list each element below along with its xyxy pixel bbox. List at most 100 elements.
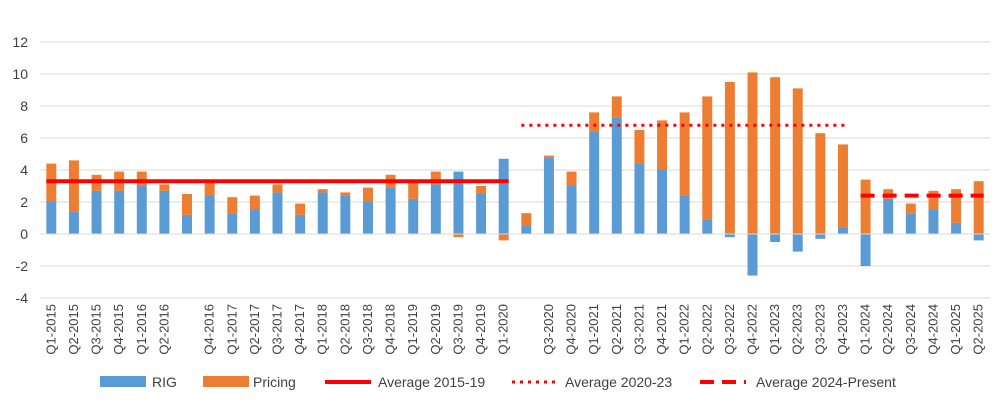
bar-rig-q3-2022: [724, 234, 735, 238]
x-tick-label: Q4-2018: [383, 304, 398, 355]
bar-rig-q2-2025: [973, 234, 984, 241]
x-tick-label: Q4-2015: [111, 304, 126, 355]
bar-rig-q4-2023: [838, 227, 848, 234]
bar-rig-q1-2016: [136, 186, 147, 234]
bar-pricing-q1-2019: [408, 182, 419, 199]
legend-label-rig: RIG: [152, 374, 177, 390]
y-tick-label: 4: [20, 162, 28, 178]
y-tick-label: 0: [20, 226, 28, 242]
bar-pricing-q3-2022: [724, 82, 735, 234]
x-tick-label: Q3-2015: [89, 304, 104, 355]
x-tick-label: Q3-2017: [270, 304, 285, 355]
x-tick-label: Q1-2021: [586, 304, 601, 355]
bar-rig-q1-2024: [860, 234, 871, 266]
bar-rig-q2-2015: [68, 211, 79, 234]
x-tick-label: Q4-2020: [564, 304, 579, 355]
y-tick-label: -4: [16, 290, 29, 306]
bar-pricing-q3-2016: [182, 194, 192, 215]
bar-rig-q1-2025: [951, 222, 962, 234]
x-tick-label: Q2-2019: [428, 304, 443, 355]
bar-rig-q3-2024: [905, 213, 916, 234]
bar-pricing-q2-2019: [430, 171, 441, 185]
y-tick-label: 6: [20, 130, 28, 146]
bar-rig-q2-2022: [702, 219, 713, 234]
x-tick-label: Q2-2015: [66, 304, 81, 355]
legend-label-average-2024-present: Average 2024-Present: [756, 374, 896, 390]
bar-pricing-q2-2015: [68, 160, 79, 212]
bar-pricing-q1-2025: [951, 189, 962, 223]
bar-rig-q1-2021: [589, 131, 600, 234]
bar-pricing-q2-2017: [249, 195, 260, 210]
x-tick-label: Q3-2022: [722, 304, 737, 355]
bar-rig-q3-2016: [182, 214, 192, 234]
legend-swatch-pricing: [203, 376, 249, 387]
bar-rig-q2-2016: [159, 190, 170, 234]
bar-rig-q2-2024: [883, 198, 894, 234]
bar-pricing-q2-2018: [340, 192, 351, 196]
bar-rig-q3-2017: [272, 192, 283, 234]
bar-rig-q4-2015: [114, 190, 125, 234]
bar-pricing-q2-2016: [159, 184, 170, 191]
legend-label-average-2020-23: Average 2020-23: [565, 374, 672, 390]
y-tick-label: 12: [12, 34, 28, 50]
bar-rig-q1-2019: [408, 198, 419, 234]
bar-pricing-q2-2020: [521, 213, 532, 226]
bar-rig-q4-2021: [657, 170, 667, 234]
bar-pricing-q4-2021: [657, 120, 667, 170]
legend: RIG Pricing Average 2015-19 Average 2020-23…: [100, 374, 896, 390]
x-tick-label: Q3-2021: [631, 304, 646, 355]
x-tick-label: Q1-2017: [224, 304, 239, 355]
bar-rig-q1-2018: [317, 192, 328, 234]
y-tick-label: -2: [16, 258, 29, 274]
bar-pricing-q1-2020: [498, 234, 509, 241]
bar-rig-q2-2019: [430, 184, 441, 234]
bar-pricing-q4-2019: [476, 186, 487, 194]
bar-rig-q3-2018: [363, 202, 373, 234]
x-tick-label: Q2-2017: [247, 304, 262, 355]
bar-rig-q4-2018: [385, 187, 396, 234]
bar-pricing-q2-2022: [702, 96, 713, 220]
y-tick-label: 2: [20, 194, 28, 210]
bar-pricing-q4-2016: [204, 181, 215, 196]
bar-pricing-q4-2020: [566, 171, 577, 186]
bar-pricing-q3-2020: [543, 155, 554, 158]
x-tick-label: Q3-2018: [360, 304, 375, 355]
bar-pricing-q1-2023: [770, 77, 781, 234]
x-tick-label: Q1-2025: [948, 304, 963, 355]
y-tick-label: 10: [12, 66, 28, 82]
x-tick-label: Q3-2019: [450, 304, 465, 355]
bar-pricing-q3-2019: [453, 234, 464, 238]
x-axis-ticks: Q1-2015 Q2-2015 Q3-2015 Q4-2015 Q1-2016 Q2-20…: [43, 304, 985, 355]
bar-rig-q3-2019: [453, 171, 464, 234]
x-tick-label: Q2-2023: [790, 304, 805, 355]
bar-rig-q4-2022: [747, 234, 758, 276]
bar-pricing-q4-2024: [928, 190, 939, 210]
bar-pricing-q4-2017: [295, 203, 306, 215]
bar-rig-q3-2015: [91, 190, 102, 234]
x-tick-label: Q4-2023: [835, 304, 850, 355]
bar-pricing-q1-2022: [679, 112, 690, 196]
bar-pricing-q3-2024: [905, 203, 916, 214]
x-tick-label: Q1-2020: [496, 304, 511, 355]
bar-rig-q2-2018: [340, 195, 351, 234]
bar-rig-q4-2016: [204, 195, 215, 234]
y-axis-ticks: -4 -2 0 2 4 6 8 10 12: [12, 34, 28, 306]
bar-pricing-q3-2017: [272, 184, 283, 193]
bar-pricing-q1-2021: [589, 112, 600, 132]
average-lines: [46, 123, 984, 198]
x-tick-label: Q1-2024: [858, 304, 873, 355]
bar-rig-q1-2015: [46, 202, 57, 234]
x-tick-label: Q2-2018: [337, 304, 352, 355]
x-tick-label: Q2-2016: [156, 304, 171, 355]
x-tick-label: Q3-2023: [812, 304, 827, 355]
legend-swatch-rig: [100, 376, 146, 387]
bar-pricing-q1-2016: [136, 171, 147, 186]
x-tick-label: Q4-2024: [925, 304, 940, 355]
bar-rig-q4-2024: [928, 210, 939, 234]
bar-pricing-q2-2025: [973, 181, 984, 234]
legend-label-pricing: Pricing: [253, 374, 296, 390]
bar-pricing-q1-2018: [317, 189, 328, 193]
bar-pricing-q2-2023: [792, 88, 803, 235]
bar-rig-q1-2020: [498, 158, 509, 234]
